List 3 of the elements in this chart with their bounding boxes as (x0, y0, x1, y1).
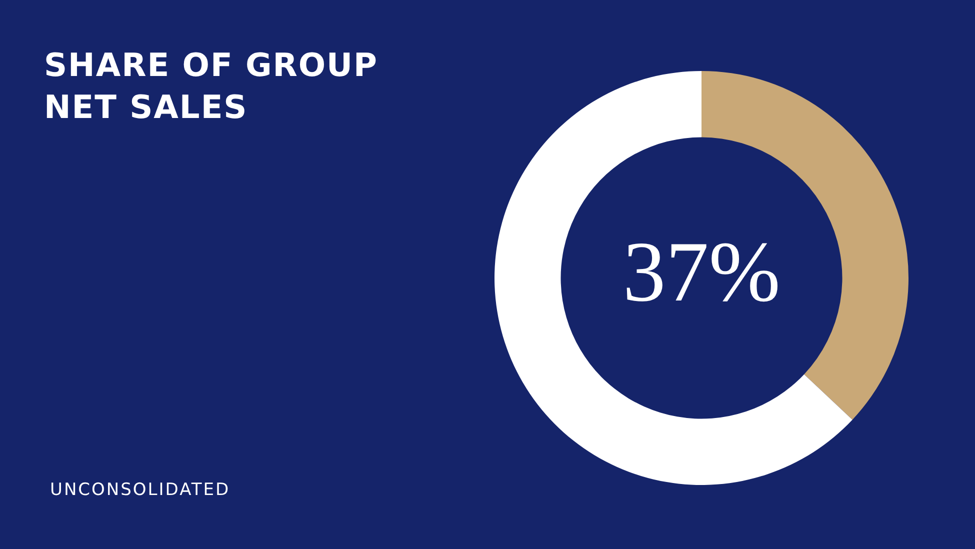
text: UNCONSOLIDATED (50, 480, 230, 500)
text: SHARE OF GROUP NET SALES (44, 45, 379, 128)
data-label: 37% (622, 224, 780, 320)
